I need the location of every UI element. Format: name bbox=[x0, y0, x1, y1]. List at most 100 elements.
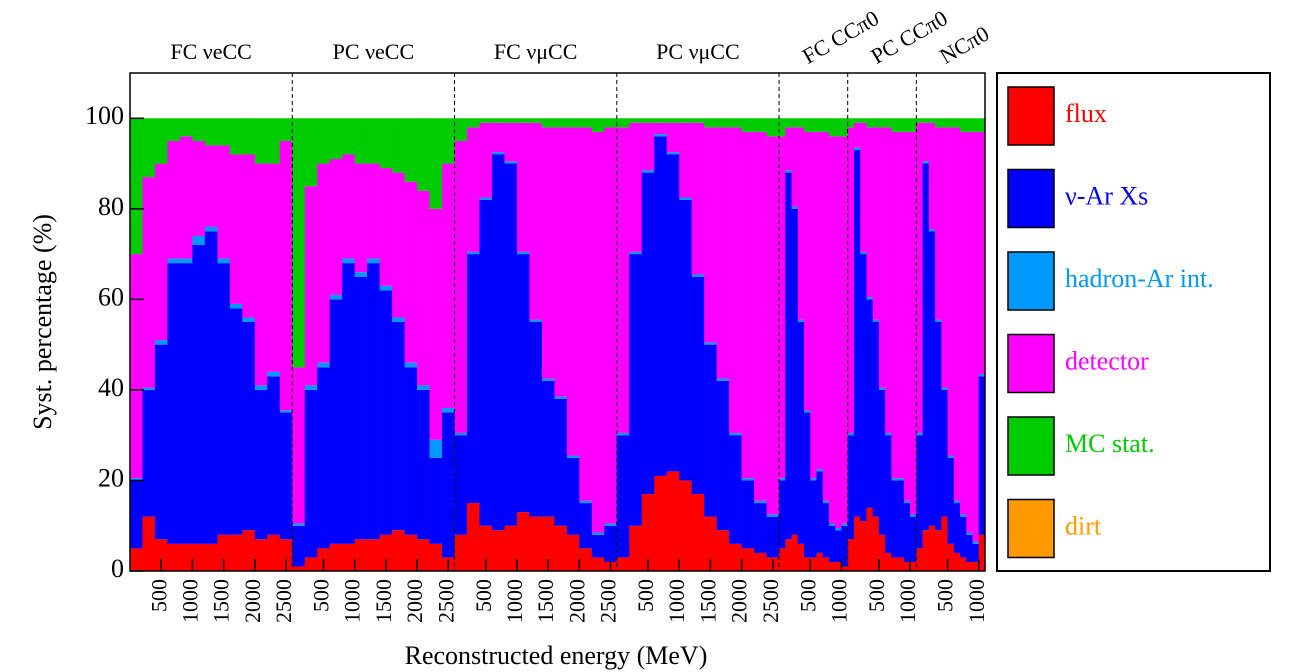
bar-segment bbox=[516, 122, 530, 252]
bar-segment bbox=[354, 163, 368, 273]
bar-segment bbox=[828, 561, 836, 571]
bar-segment bbox=[167, 543, 181, 571]
bar-segment bbox=[897, 480, 905, 558]
bar-segment bbox=[591, 118, 605, 132]
bar-segment bbox=[354, 118, 368, 164]
bar-segment bbox=[754, 503, 767, 553]
bar-segment bbox=[167, 263, 181, 544]
legend-label: flux bbox=[1065, 99, 1107, 128]
bar-segment bbox=[479, 199, 493, 526]
bar-segment bbox=[822, 118, 830, 132]
panel-label: PC CCπ0 bbox=[867, 5, 952, 69]
x-tick-label: 500 bbox=[633, 579, 658, 612]
bar-segment bbox=[404, 534, 418, 571]
panel-label: FC νμCC bbox=[494, 39, 578, 64]
bar-segment bbox=[179, 118, 193, 137]
bar-segment bbox=[167, 258, 181, 264]
bar-segment bbox=[429, 457, 443, 544]
bar-segment bbox=[978, 534, 986, 571]
bar-segment bbox=[242, 118, 256, 155]
panel-label: PC νeCC bbox=[333, 39, 414, 64]
bar-segment bbox=[179, 263, 193, 544]
bar-segment bbox=[279, 412, 293, 540]
bar-segment bbox=[941, 118, 948, 128]
bar-segment bbox=[903, 131, 911, 501]
bar-segment bbox=[885, 432, 892, 436]
legend-label: hadron-Ar int. bbox=[1065, 264, 1214, 293]
bar-segment bbox=[872, 322, 880, 517]
bar-segment bbox=[785, 170, 792, 173]
bar-segment bbox=[935, 322, 942, 531]
bar-segment bbox=[329, 159, 343, 295]
bar-segment bbox=[429, 439, 443, 458]
bar-segment bbox=[953, 127, 961, 501]
bar-segment bbox=[267, 371, 281, 377]
bar-segment bbox=[566, 457, 580, 535]
bar-segment bbox=[972, 561, 980, 571]
bar-segment bbox=[392, 317, 405, 322]
bar-segment bbox=[317, 163, 331, 363]
bar-segment bbox=[847, 118, 855, 128]
bar-segment bbox=[916, 122, 923, 433]
bar-segment bbox=[866, 297, 873, 300]
bar-segment bbox=[379, 534, 393, 571]
bar-segment bbox=[791, 118, 799, 128]
bar-segment bbox=[960, 557, 967, 571]
bar-segment bbox=[229, 308, 243, 535]
bar-segment bbox=[417, 389, 430, 540]
bar-segment bbox=[878, 118, 886, 128]
bar-segment bbox=[154, 118, 168, 164]
bar-segment bbox=[928, 229, 936, 232]
bar-segment bbox=[529, 319, 543, 322]
bar-segment bbox=[616, 118, 630, 128]
bar-segment bbox=[704, 118, 717, 128]
bar-segment bbox=[716, 127, 730, 379]
bar-segment bbox=[292, 523, 306, 526]
bar-segment bbox=[267, 376, 281, 535]
bar-segment bbox=[616, 557, 630, 571]
bar-segment bbox=[841, 523, 849, 526]
bar-segment bbox=[367, 539, 380, 571]
bar-segment bbox=[860, 118, 867, 123]
bar-segment bbox=[554, 118, 568, 128]
bar-segment bbox=[130, 478, 143, 481]
bar-segment bbox=[429, 208, 443, 440]
bar-segment bbox=[504, 163, 518, 526]
bar-segment bbox=[922, 530, 930, 571]
bar-segment bbox=[928, 525, 936, 571]
bar-segment bbox=[903, 118, 911, 132]
bar-segment bbox=[891, 480, 898, 558]
bar-segment bbox=[292, 525, 306, 567]
bar-segment bbox=[554, 127, 568, 397]
bar-segment bbox=[878, 127, 886, 388]
bar-segment bbox=[554, 525, 568, 571]
bar-segment bbox=[342, 258, 355, 264]
bar-segment bbox=[822, 557, 830, 571]
bar-segment bbox=[916, 118, 923, 123]
bar-segment bbox=[729, 543, 742, 571]
bar-segment bbox=[154, 539, 168, 571]
bar-segment bbox=[691, 274, 705, 277]
bar-segment bbox=[529, 516, 543, 571]
bar-segment bbox=[797, 543, 805, 571]
bar-segment bbox=[579, 127, 593, 501]
bar-segment bbox=[367, 263, 380, 540]
bar-segment bbox=[379, 285, 393, 291]
bar-segment bbox=[442, 408, 455, 413]
bar-segment bbox=[666, 152, 680, 155]
bar-segment bbox=[329, 118, 343, 160]
bar-segment bbox=[953, 118, 961, 128]
bar-segment bbox=[479, 197, 493, 200]
bar-segment bbox=[304, 186, 318, 386]
bar-segment bbox=[379, 290, 393, 535]
bar-segment bbox=[972, 131, 980, 542]
bar-segment bbox=[972, 541, 980, 544]
bar-segment bbox=[479, 525, 493, 571]
bar-segment bbox=[279, 539, 293, 571]
bar-segment bbox=[847, 435, 855, 540]
plot-frame bbox=[129, 72, 986, 572]
bar-segment bbox=[254, 385, 268, 390]
bar-segment bbox=[342, 118, 355, 155]
bar-segment bbox=[928, 231, 936, 526]
bar-segment bbox=[804, 557, 811, 571]
